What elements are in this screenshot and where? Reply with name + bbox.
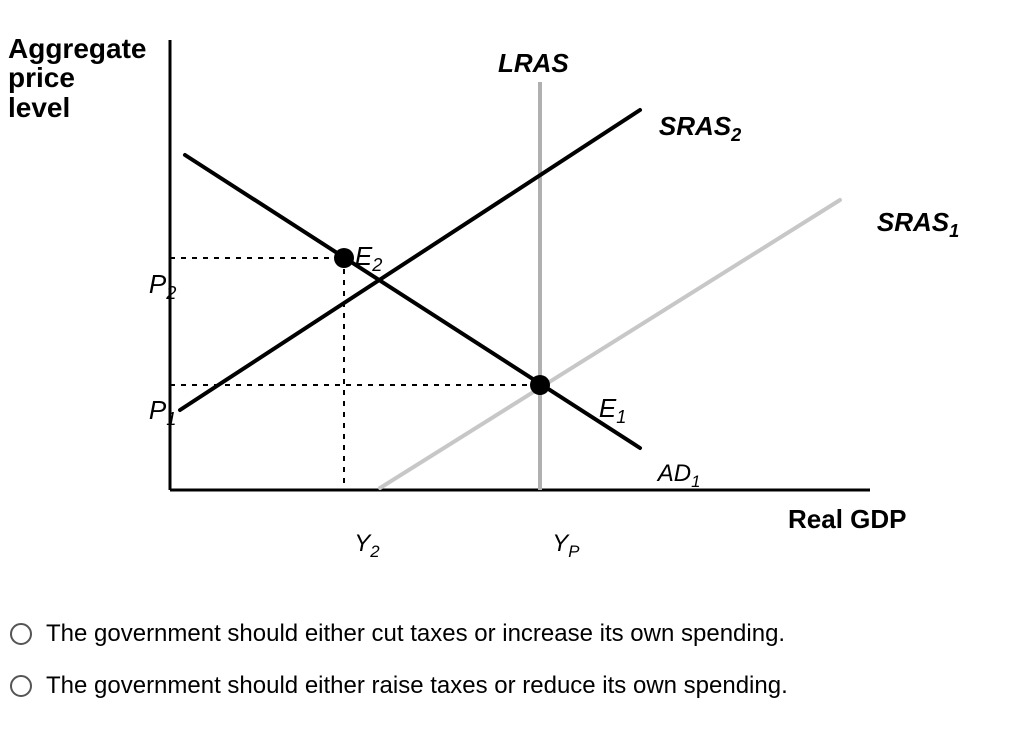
lras-label: LRAS: [498, 50, 569, 77]
e2-label: E2: [326, 216, 382, 303]
radio-icon[interactable]: [10, 675, 32, 697]
answer-options: The government should either cut taxes o…: [10, 610, 788, 724]
y-axis-label: Aggregate price level: [8, 34, 146, 122]
e1-label: E1: [570, 368, 626, 455]
ad1-label: AD1: [632, 436, 700, 516]
yp-label: YP: [526, 506, 579, 586]
option-1-text: The government should either cut taxes o…: [46, 620, 785, 648]
sras1-label: SRAS1: [848, 182, 959, 269]
option-2[interactable]: The government should either raise taxes…: [10, 672, 788, 700]
point-e1: [530, 375, 550, 395]
sras2-label: SRAS2: [630, 86, 741, 173]
y2-label: Y2: [328, 506, 380, 586]
sras2-line: [180, 110, 640, 410]
radio-icon[interactable]: [10, 623, 32, 645]
p1-label: P1: [120, 370, 176, 457]
option-1[interactable]: The government should either cut taxes o…: [10, 620, 788, 648]
p2-label: P2: [120, 244, 176, 331]
option-2-text: The government should either raise taxes…: [46, 672, 788, 700]
x-axis-label: Real GDP: [788, 506, 907, 533]
